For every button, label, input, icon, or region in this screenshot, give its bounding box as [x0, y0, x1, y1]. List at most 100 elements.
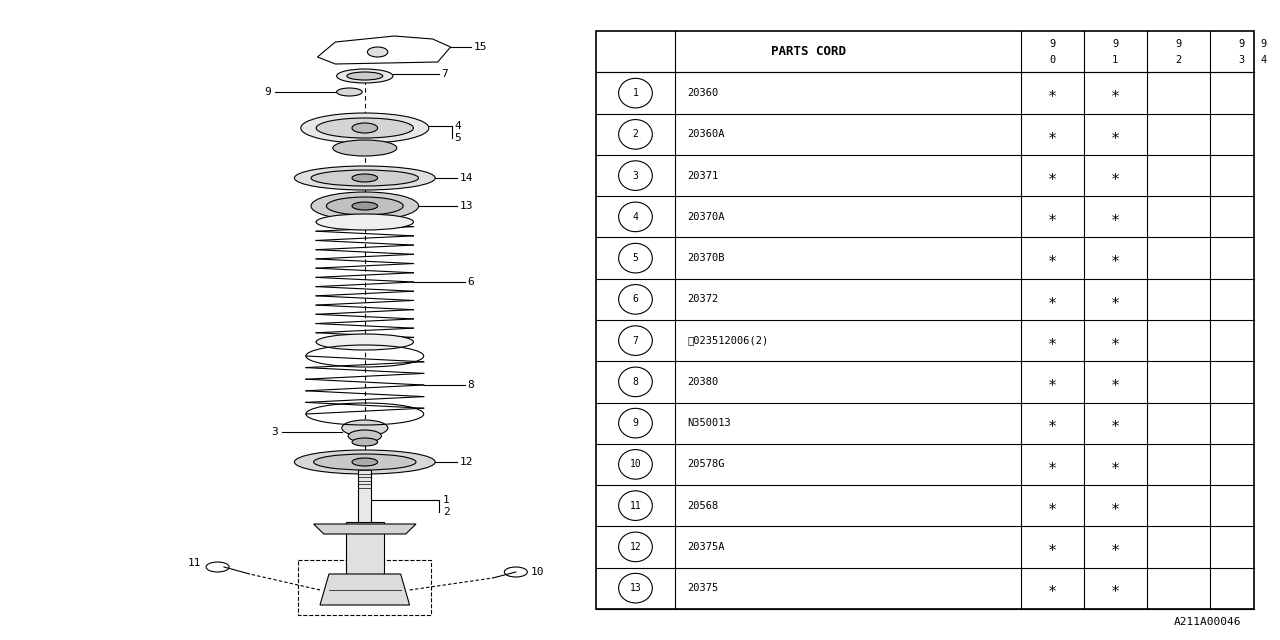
Circle shape [618, 367, 653, 397]
Ellipse shape [326, 197, 403, 215]
Text: 0: 0 [1050, 54, 1055, 65]
Text: 3: 3 [632, 171, 639, 180]
Ellipse shape [347, 72, 383, 80]
Bar [346, 522, 384, 574]
Ellipse shape [337, 69, 393, 83]
Text: 20371: 20371 [687, 171, 718, 180]
Text: 3: 3 [1238, 54, 1244, 65]
Text: 20578G: 20578G [687, 460, 724, 469]
Polygon shape [314, 524, 416, 534]
Circle shape [618, 491, 653, 520]
Text: 1: 1 [632, 88, 639, 98]
Circle shape [618, 573, 653, 603]
Text: ∗: ∗ [1047, 168, 1057, 183]
Text: ∗: ∗ [1111, 292, 1120, 307]
Text: 11: 11 [187, 558, 201, 568]
Text: 1: 1 [443, 495, 449, 505]
Text: ∗: ∗ [1047, 540, 1057, 554]
Text: 11: 11 [630, 500, 641, 511]
Text: 6: 6 [467, 277, 474, 287]
Ellipse shape [352, 123, 378, 133]
Ellipse shape [316, 214, 413, 230]
Circle shape [618, 243, 653, 273]
Text: 20375A: 20375A [687, 542, 724, 552]
Ellipse shape [294, 166, 435, 190]
Text: ∗: ∗ [1047, 333, 1057, 348]
Text: ∗: ∗ [1047, 374, 1057, 389]
Ellipse shape [352, 174, 378, 182]
Ellipse shape [294, 450, 435, 474]
Ellipse shape [316, 118, 413, 138]
Ellipse shape [311, 192, 419, 220]
Text: Ⓝ023512006(2): Ⓝ023512006(2) [687, 335, 768, 346]
Text: ∗: ∗ [1111, 580, 1120, 596]
Text: 2: 2 [443, 507, 449, 517]
Text: 10: 10 [531, 567, 545, 577]
Text: 9: 9 [1175, 39, 1181, 49]
Text: 5: 5 [632, 253, 639, 263]
Text: ∗: ∗ [1111, 86, 1120, 100]
Circle shape [618, 449, 653, 479]
Bar [298, 560, 431, 615]
Text: ∗: ∗ [1111, 374, 1120, 389]
Text: ∗: ∗ [1047, 292, 1057, 307]
Text: ∗: ∗ [1111, 333, 1120, 348]
Text: 20360A: 20360A [687, 129, 724, 140]
Circle shape [618, 285, 653, 314]
Ellipse shape [352, 458, 378, 466]
Text: 13: 13 [630, 583, 641, 593]
Circle shape [618, 78, 653, 108]
Bar [358, 468, 371, 523]
Ellipse shape [314, 454, 416, 470]
Text: 7: 7 [632, 335, 639, 346]
Circle shape [618, 326, 653, 355]
Ellipse shape [348, 430, 381, 442]
Ellipse shape [352, 438, 378, 446]
Text: 8: 8 [632, 377, 639, 387]
Ellipse shape [301, 113, 429, 143]
Text: PARTS CORD: PARTS CORD [771, 45, 846, 58]
Text: 7: 7 [442, 69, 448, 79]
Text: 5: 5 [454, 133, 461, 143]
Text: ∗: ∗ [1047, 86, 1057, 100]
Ellipse shape [342, 420, 388, 436]
Polygon shape [317, 36, 451, 64]
Text: 1: 1 [1112, 54, 1119, 65]
Ellipse shape [316, 334, 413, 350]
Text: ∗: ∗ [1111, 127, 1120, 142]
Polygon shape [320, 574, 410, 605]
Text: 20360: 20360 [687, 88, 718, 98]
Text: ∗: ∗ [1111, 168, 1120, 183]
Text: ∗: ∗ [1111, 457, 1120, 472]
Text: 9: 9 [1238, 39, 1244, 49]
Text: ∗: ∗ [1111, 209, 1120, 225]
Text: ∗: ∗ [1047, 498, 1057, 513]
Text: 20372: 20372 [687, 294, 718, 305]
Text: ∗: ∗ [1047, 127, 1057, 142]
Text: ∗: ∗ [1047, 209, 1057, 225]
Ellipse shape [337, 88, 362, 96]
Text: 9: 9 [632, 418, 639, 428]
Text: ∗: ∗ [1047, 457, 1057, 472]
Text: ∗: ∗ [1111, 251, 1120, 266]
Circle shape [618, 120, 653, 149]
Text: 10: 10 [630, 460, 641, 469]
Text: 20370A: 20370A [687, 212, 724, 222]
Text: 14: 14 [460, 173, 474, 183]
Ellipse shape [352, 202, 378, 210]
Text: N350013: N350013 [687, 418, 731, 428]
Text: 9: 9 [1260, 39, 1266, 49]
Text: 13: 13 [460, 201, 474, 211]
Text: 4: 4 [1260, 54, 1266, 65]
Circle shape [618, 408, 653, 438]
Text: 20568: 20568 [687, 500, 718, 511]
Text: 8: 8 [467, 380, 474, 390]
Text: ∗: ∗ [1111, 415, 1120, 431]
Text: 20380: 20380 [687, 377, 718, 387]
Circle shape [618, 532, 653, 562]
Text: 4: 4 [632, 212, 639, 222]
Text: 20375: 20375 [687, 583, 718, 593]
Text: 2: 2 [1175, 54, 1181, 65]
Ellipse shape [311, 170, 419, 186]
Text: ∗: ∗ [1111, 540, 1120, 554]
